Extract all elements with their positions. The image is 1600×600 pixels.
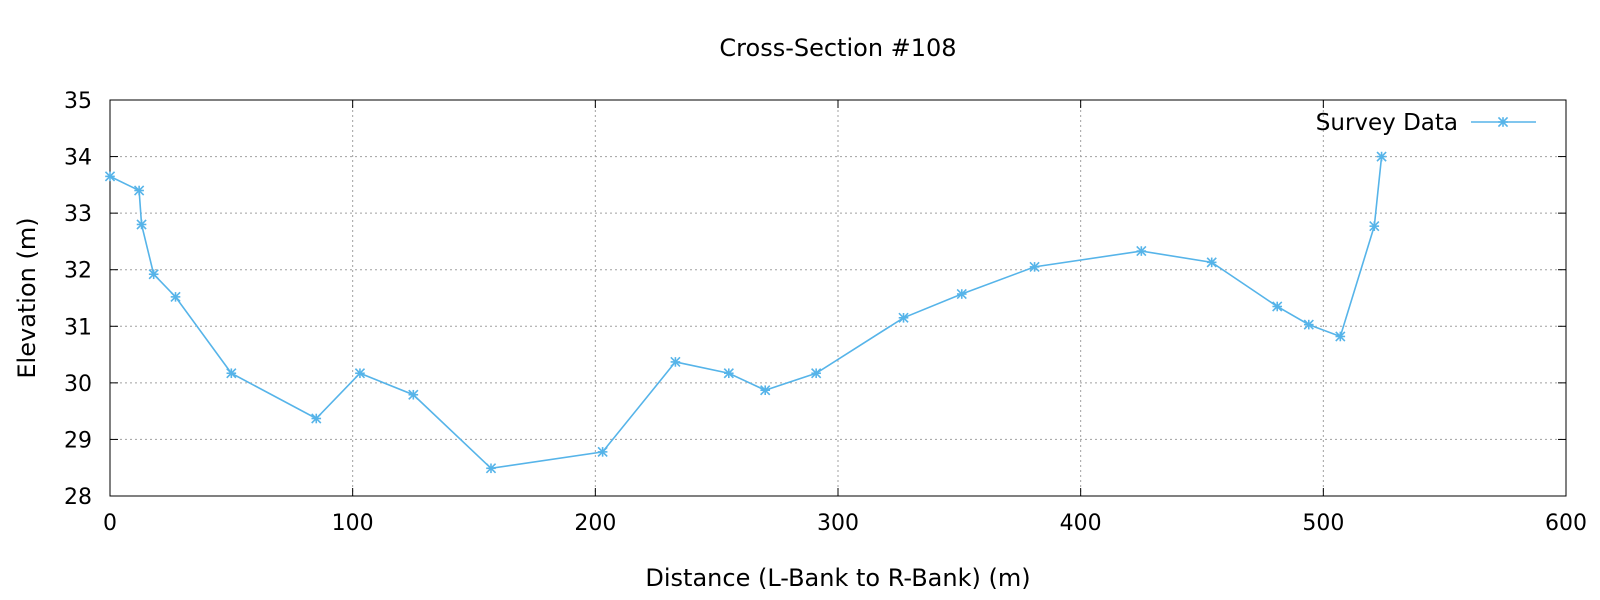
data-point — [760, 385, 771, 396]
data-point — [670, 356, 681, 368]
data-point — [1303, 319, 1314, 330]
y-tick-label: 33 — [64, 202, 92, 227]
x-tick-label: 400 — [1060, 511, 1102, 536]
x-tick-label: 200 — [574, 511, 616, 536]
data-point — [408, 389, 419, 400]
data-point — [898, 312, 909, 323]
data-point — [485, 463, 497, 474]
x-tick-label: 500 — [1302, 511, 1344, 536]
data-point — [226, 368, 237, 379]
legend-marker — [1497, 116, 1509, 128]
series-line-survey-data — [109, 156, 1383, 470]
y-tick-label: 32 — [64, 259, 92, 284]
data-point — [597, 446, 608, 458]
axis-ticks: 0 100 200 300 400 500 600 28 29 30 31 32 33 34 35 — [64, 89, 1587, 536]
data-point — [136, 219, 147, 230]
x-tick-label: 0 — [103, 511, 117, 536]
data-point — [1206, 257, 1217, 268]
x-tick-label: 600 — [1545, 511, 1587, 536]
y-tick-label: 31 — [64, 315, 92, 340]
data-point — [811, 368, 822, 379]
data-point — [311, 413, 322, 424]
y-tick-label: 34 — [64, 146, 92, 171]
x-tick-label: 100 — [332, 511, 374, 536]
data-point — [1376, 151, 1387, 162]
y-tick-label: 28 — [64, 485, 92, 510]
data-point — [354, 368, 366, 379]
data-point — [104, 171, 116, 182]
data-point — [1029, 261, 1040, 273]
legend: Survey Data — [1316, 110, 1536, 136]
data-point — [148, 269, 159, 280]
legend-label-survey-data: Survey Data — [1316, 110, 1458, 136]
data-point — [1136, 245, 1147, 257]
data-point — [1369, 221, 1380, 232]
y-tick-label: 30 — [64, 372, 92, 397]
y-tick-label: 29 — [64, 428, 92, 453]
data-point — [133, 185, 145, 196]
series-layer — [104, 151, 1387, 474]
y-tick-label: 35 — [64, 89, 92, 114]
grid — [110, 100, 1566, 496]
x-tick-label: 300 — [817, 511, 859, 536]
data-point — [170, 291, 181, 302]
legend-sample-survey-data — [1471, 116, 1536, 128]
data-point — [1272, 301, 1283, 312]
data-point — [956, 288, 967, 300]
data-point — [723, 368, 734, 379]
y-axis-label: Elevation (m) — [13, 217, 41, 378]
x-axis-label: Distance (L-Bank to R-Bank) (m) — [645, 564, 1030, 592]
chart-title: Cross-Section #108 — [719, 34, 956, 62]
data-point — [1335, 331, 1346, 342]
